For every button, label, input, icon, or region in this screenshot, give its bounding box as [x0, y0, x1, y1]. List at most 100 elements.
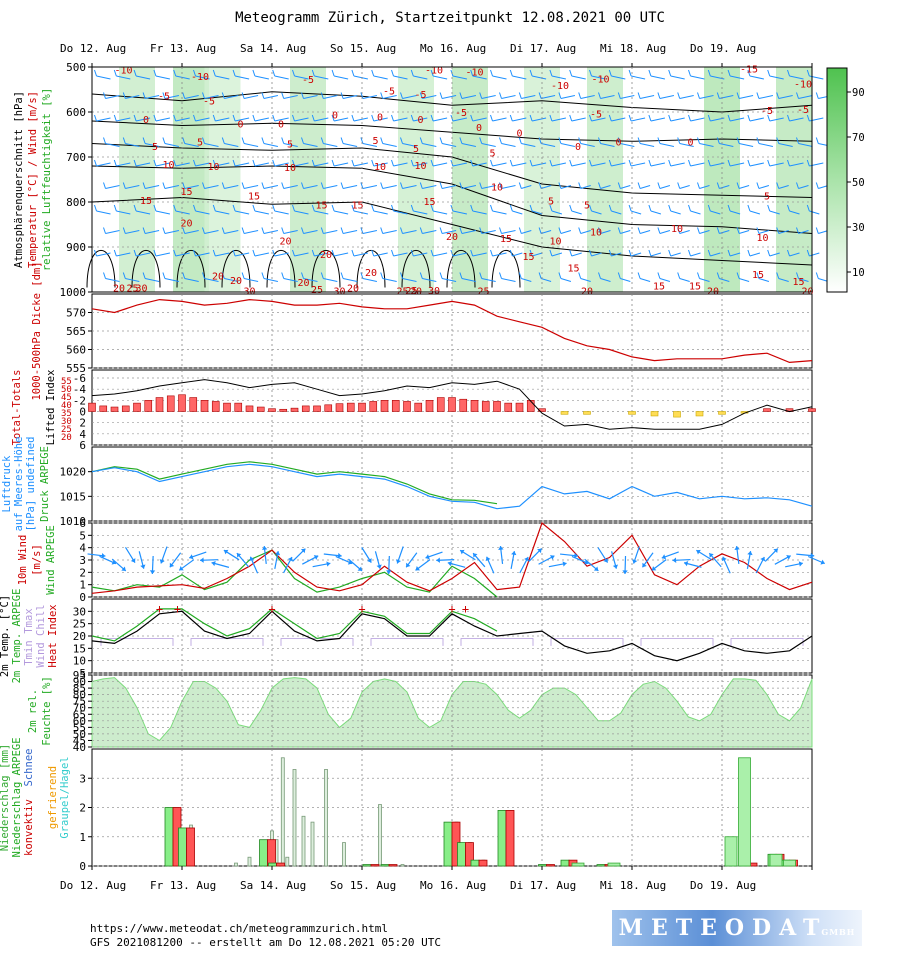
- isotherm-label: 0: [615, 137, 621, 148]
- wind-barb: [261, 92, 265, 99]
- wind-barb: [798, 185, 809, 189]
- isotherm-label: 15: [500, 234, 512, 245]
- wind-barb: [142, 227, 146, 234]
- isotherm-label: 5: [197, 137, 203, 148]
- wind-barb: [234, 75, 250, 80]
- isotherm-label: 5: [372, 136, 378, 147]
- precip-graupel-bar: [571, 862, 585, 867]
- wind-barb: [670, 162, 685, 167]
- isotherm-label: -10: [551, 81, 569, 92]
- meteodat-logo[interactable]: METEODATGMBH: [612, 910, 862, 946]
- wind-barb: [707, 204, 711, 212]
- wind-barb: [391, 69, 394, 77]
- stability-ylabel-li: Lifted Index: [45, 370, 57, 446]
- footer-url[interactable]: https://www.meteodat.ch/meteogrammzurich…: [90, 922, 389, 935]
- wind-barb: [551, 162, 567, 167]
- isotherm-label: -10: [465, 68, 483, 79]
- isotherm-label: 0: [332, 110, 338, 121]
- wind-arrowhead: [651, 566, 657, 571]
- lifted-index-bar: [380, 400, 389, 412]
- wind-barb: [272, 204, 276, 212]
- wind-barb: [105, 278, 120, 282]
- wind-barb: [479, 137, 483, 144]
- wind-barb: [492, 162, 507, 167]
- wind-barb: [628, 204, 632, 212]
- isotherm-label: 10: [671, 224, 683, 235]
- isotherm: [491, 249, 521, 288]
- wind-barb: [549, 69, 553, 77]
- wind-barb: [430, 159, 434, 167]
- wind-barb: [736, 227, 740, 234]
- wind-barb: [668, 114, 672, 122]
- wind-barb: [738, 185, 750, 189]
- y-tick-label: 1000: [60, 286, 87, 299]
- wind-barb: [142, 272, 146, 279]
- wind-barb: [144, 230, 160, 234]
- wind-barb: [303, 185, 318, 189]
- wind-arrowhead: [524, 557, 529, 562]
- wind-barb: [331, 114, 335, 122]
- wind-barb: [470, 204, 474, 212]
- wind-barb: [578, 182, 582, 189]
- wind-barb: [195, 252, 210, 257]
- wind-ylabel: 10m Wind: [17, 535, 29, 586]
- wind-barb: [591, 75, 606, 80]
- wind-barb: [459, 182, 463, 189]
- wind-barb: [382, 185, 397, 189]
- temp-ylabel: 2m Temp. [°C]: [0, 595, 11, 677]
- wind-barb: [787, 249, 790, 257]
- wind-barb: [241, 92, 245, 99]
- wind-barb: [215, 210, 230, 215]
- wind-barb: [413, 162, 428, 167]
- wind-barb: [571, 117, 586, 122]
- y-tick-label: 800: [66, 196, 86, 209]
- wind-barb: [281, 227, 285, 234]
- wind-ylabel-arpege: Wind ARPEGE: [45, 525, 57, 595]
- wind-barb: [796, 182, 799, 189]
- wind-barb: [699, 95, 714, 99]
- wind-barb: [611, 210, 622, 215]
- wind-barb: [600, 95, 615, 99]
- lifted-index-bar: [470, 400, 479, 412]
- isotherm-label: 5: [548, 197, 554, 208]
- wind-barb: [193, 114, 196, 122]
- wind-arrowhead: [406, 562, 411, 568]
- wind-barb: [400, 227, 403, 234]
- wind-arrowhead: [130, 558, 136, 563]
- wind-barb: [142, 137, 146, 144]
- wind-barb: [738, 230, 750, 234]
- wind-barb: [558, 272, 562, 279]
- wind-barb: [697, 227, 700, 234]
- wind-arrowhead: [300, 548, 306, 554]
- precip-bar: [164, 807, 174, 867]
- y-tick-label: 0: [79, 591, 86, 604]
- isotherm-label: 10: [162, 160, 174, 171]
- wind-barb: [620, 95, 635, 99]
- wind-barb: [787, 204, 790, 212]
- isotherm-label: 0: [476, 123, 482, 134]
- wind-barb: [224, 185, 239, 189]
- humidity-shading: [587, 67, 623, 292]
- isotherm-label: 30: [135, 284, 147, 295]
- wind-barb: [531, 252, 543, 257]
- wind-barb: [749, 117, 765, 122]
- wind-barb: [637, 272, 641, 279]
- wind-barb: [362, 95, 378, 99]
- wind-barb: [521, 95, 536, 99]
- wind-barb: [481, 185, 496, 189]
- lifted-index-bar: [279, 408, 288, 412]
- wind-barb: [155, 210, 171, 215]
- wind-barb: [103, 92, 106, 99]
- precip-ylabel-snow: Schnee: [23, 749, 35, 787]
- wind-barb: [806, 249, 810, 257]
- y-tick-label: -6: [73, 372, 86, 385]
- wind-barb: [263, 185, 279, 189]
- heat-index-marker: +: [268, 602, 275, 616]
- wind-barb: [391, 159, 394, 167]
- wind-barb: [571, 162, 586, 167]
- wind-barb: [551, 75, 567, 80]
- wind-barb: [538, 92, 542, 99]
- wind-barb: [254, 252, 270, 257]
- wind-arrowhead: [460, 549, 465, 555]
- wind-barb: [122, 272, 126, 279]
